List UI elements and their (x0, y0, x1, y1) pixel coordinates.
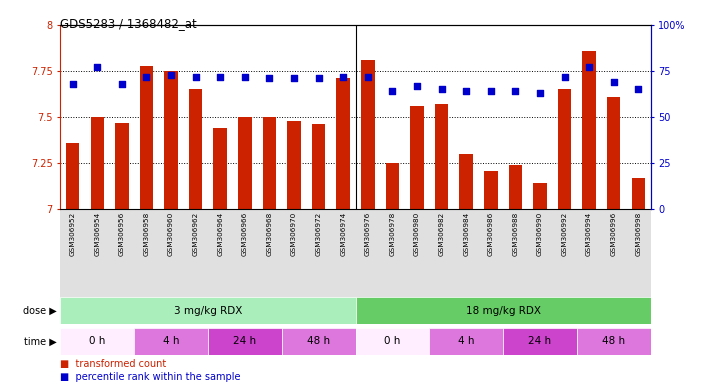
Bar (115, 122, 129, 209)
Bar (336, 78, 350, 209)
Bar (533, 184, 547, 209)
Point (338, 73, 349, 79)
Point (116, 81, 127, 87)
Bar (213, 128, 227, 209)
Text: dose ▶: dose ▶ (23, 306, 57, 316)
Point (584, 64, 595, 70)
Bar (356, 297, 651, 324)
Bar (557, 89, 571, 209)
Bar (503, 328, 577, 355)
Point (461, 88, 472, 94)
Point (215, 73, 226, 79)
Bar (164, 71, 178, 209)
Point (362, 73, 373, 79)
Point (510, 88, 521, 94)
Text: GDS5283 / 1368482_at: GDS5283 / 1368482_at (60, 17, 197, 30)
Point (485, 88, 496, 94)
Bar (282, 328, 356, 355)
Bar (435, 104, 449, 209)
Point (633, 86, 644, 93)
Bar (287, 121, 301, 209)
Bar (66, 143, 80, 209)
Point (608, 79, 619, 85)
Point (313, 75, 324, 81)
Bar (582, 51, 596, 209)
Bar (312, 124, 326, 209)
Bar (484, 170, 498, 209)
Text: 4 h: 4 h (458, 336, 474, 346)
Point (559, 73, 570, 79)
Point (166, 72, 177, 78)
Text: ■  transformed count: ■ transformed count (60, 359, 166, 369)
Text: ■  percentile rank within the sample: ■ percentile rank within the sample (60, 372, 241, 382)
Point (264, 75, 275, 81)
Bar (90, 117, 104, 209)
Point (239, 73, 250, 79)
Bar (385, 163, 399, 209)
Bar (356, 328, 429, 355)
Bar (262, 117, 276, 209)
Text: 0 h: 0 h (89, 336, 105, 346)
Bar (238, 117, 252, 209)
Bar (140, 66, 154, 209)
Text: 48 h: 48 h (602, 336, 625, 346)
Text: 24 h: 24 h (233, 336, 257, 346)
Bar (134, 328, 208, 355)
Text: 18 mg/kg RDX: 18 mg/kg RDX (466, 306, 540, 316)
Point (289, 75, 300, 81)
Bar (508, 165, 522, 209)
Text: 3 mg/kg RDX: 3 mg/kg RDX (173, 306, 242, 316)
Bar (631, 178, 645, 209)
Point (387, 88, 398, 94)
Point (92, 64, 103, 70)
Text: 48 h: 48 h (307, 336, 330, 346)
Point (190, 73, 201, 79)
Point (141, 73, 152, 79)
Bar (577, 328, 651, 355)
Bar (410, 106, 424, 209)
Bar (459, 154, 473, 209)
Point (411, 83, 422, 89)
Bar (607, 97, 621, 209)
Text: time ▶: time ▶ (24, 336, 57, 346)
Text: 0 h: 0 h (384, 336, 400, 346)
Bar (361, 60, 375, 209)
Bar (189, 89, 203, 209)
Point (436, 86, 447, 93)
Bar (208, 328, 282, 355)
Point (534, 90, 545, 96)
Bar (60, 328, 134, 355)
Bar (429, 328, 503, 355)
Point (67, 81, 78, 87)
Text: 4 h: 4 h (163, 336, 179, 346)
Bar (60, 297, 356, 324)
Text: 24 h: 24 h (528, 336, 552, 346)
